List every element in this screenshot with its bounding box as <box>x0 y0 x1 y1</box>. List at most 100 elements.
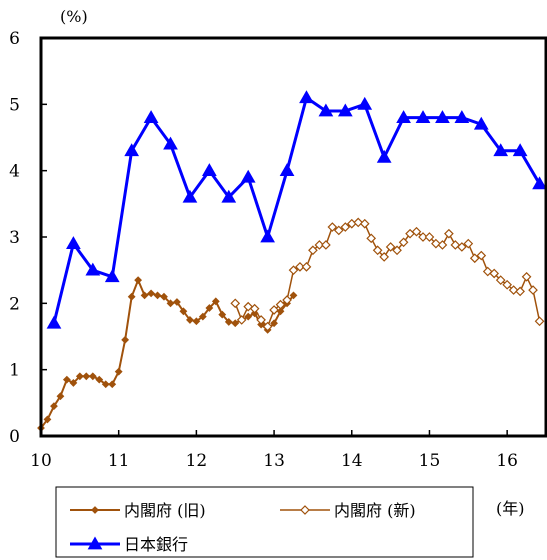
x-tick-label: 12 <box>186 451 208 471</box>
data-point <box>366 233 377 244</box>
data-point <box>43 415 52 424</box>
data-point <box>140 291 149 300</box>
data-point <box>101 380 110 389</box>
legend-label: 内閣府 (新) <box>334 501 416 520</box>
data-point <box>515 286 525 297</box>
data-point <box>46 315 62 329</box>
data-point <box>489 268 500 279</box>
data-point <box>198 312 207 321</box>
legend-item-0: 内閣府 (旧) <box>70 501 206 520</box>
data-point <box>528 285 538 295</box>
data-point <box>249 303 260 314</box>
data-point <box>534 316 545 327</box>
data-point <box>318 103 334 117</box>
data-point <box>124 143 140 157</box>
data-point <box>289 291 298 300</box>
data-point <box>127 292 136 301</box>
data-point <box>411 226 422 237</box>
data-point <box>508 285 519 295</box>
legend: 内閣府 (旧) 内閣府 (新) 日本銀行 <box>55 486 474 558</box>
data-point <box>333 225 344 236</box>
plot-content <box>37 90 547 432</box>
data-point <box>201 163 217 177</box>
x-unit-label: (年) <box>496 499 525 518</box>
data-point <box>392 245 402 256</box>
data-point <box>476 250 487 261</box>
x-tick-label: 14 <box>341 451 363 471</box>
y-axis-ticks: 0 1 2 3 4 5 6 <box>9 29 47 447</box>
data-point <box>205 304 214 312</box>
data-point <box>179 307 188 316</box>
data-point <box>396 110 411 123</box>
data-point <box>521 271 532 282</box>
y-tick-label: 3 <box>9 228 20 248</box>
data-point <box>88 372 97 381</box>
y-tick-label: 5 <box>9 95 20 115</box>
data-point <box>182 189 198 203</box>
data-point <box>192 317 201 326</box>
data-point <box>359 218 370 229</box>
y-tick-label: 2 <box>9 294 20 314</box>
series-line <box>52 96 541 324</box>
data-point <box>121 335 130 344</box>
data-point <box>104 269 120 283</box>
data-point <box>262 321 273 332</box>
legend-label: 日本銀行 <box>124 535 188 554</box>
x-tick-label: 16 <box>496 451 518 471</box>
data-point <box>50 402 58 411</box>
data-point <box>224 317 233 326</box>
data-point <box>231 319 240 328</box>
data-point <box>493 143 509 157</box>
data-point <box>186 316 194 324</box>
y-tick-label: 0 <box>9 427 20 447</box>
x-tick-label: 10 <box>30 451 52 471</box>
data-point <box>256 315 266 325</box>
data-point <box>66 236 81 250</box>
data-point <box>385 242 396 252</box>
data-point <box>279 163 295 177</box>
data-point <box>56 392 65 401</box>
series-2 <box>46 90 547 329</box>
data-point <box>163 136 178 150</box>
data-point <box>240 169 256 183</box>
data-point <box>282 295 292 305</box>
data-point <box>457 242 467 252</box>
data-point <box>431 238 441 249</box>
data-point <box>340 222 351 232</box>
legend-marker <box>300 505 310 515</box>
data-point <box>372 245 383 256</box>
data-point <box>288 265 299 276</box>
data-point <box>435 110 450 123</box>
data-point <box>147 289 155 298</box>
data-point <box>379 252 390 262</box>
data-point <box>230 298 241 309</box>
x-axis-ticks: 10 11 12 13 14 15 16 <box>30 430 518 471</box>
data-point <box>95 375 104 384</box>
data-point <box>69 379 78 387</box>
data-point <box>143 110 159 123</box>
data-point <box>502 279 513 290</box>
legend-frame <box>55 486 474 558</box>
data-point <box>211 297 220 306</box>
data-point <box>160 292 168 301</box>
data-point <box>512 143 528 157</box>
data-point <box>299 90 314 104</box>
data-point <box>108 380 117 389</box>
data-point <box>532 176 547 190</box>
x-tick-label: 11 <box>108 451 130 471</box>
series-0 <box>37 276 298 432</box>
legend-marker <box>91 506 99 514</box>
data-point <box>62 375 71 384</box>
data-point <box>260 229 275 243</box>
legend-item-1: 内閣府 (新) <box>280 501 416 520</box>
data-point <box>218 310 227 319</box>
data-point <box>444 228 454 239</box>
data-point <box>418 232 428 242</box>
data-point <box>308 245 318 256</box>
data-point <box>173 298 181 306</box>
data-point <box>357 96 373 110</box>
data-point <box>270 319 278 328</box>
data-point <box>454 110 470 123</box>
data-point <box>134 276 143 285</box>
data-point <box>353 217 364 228</box>
